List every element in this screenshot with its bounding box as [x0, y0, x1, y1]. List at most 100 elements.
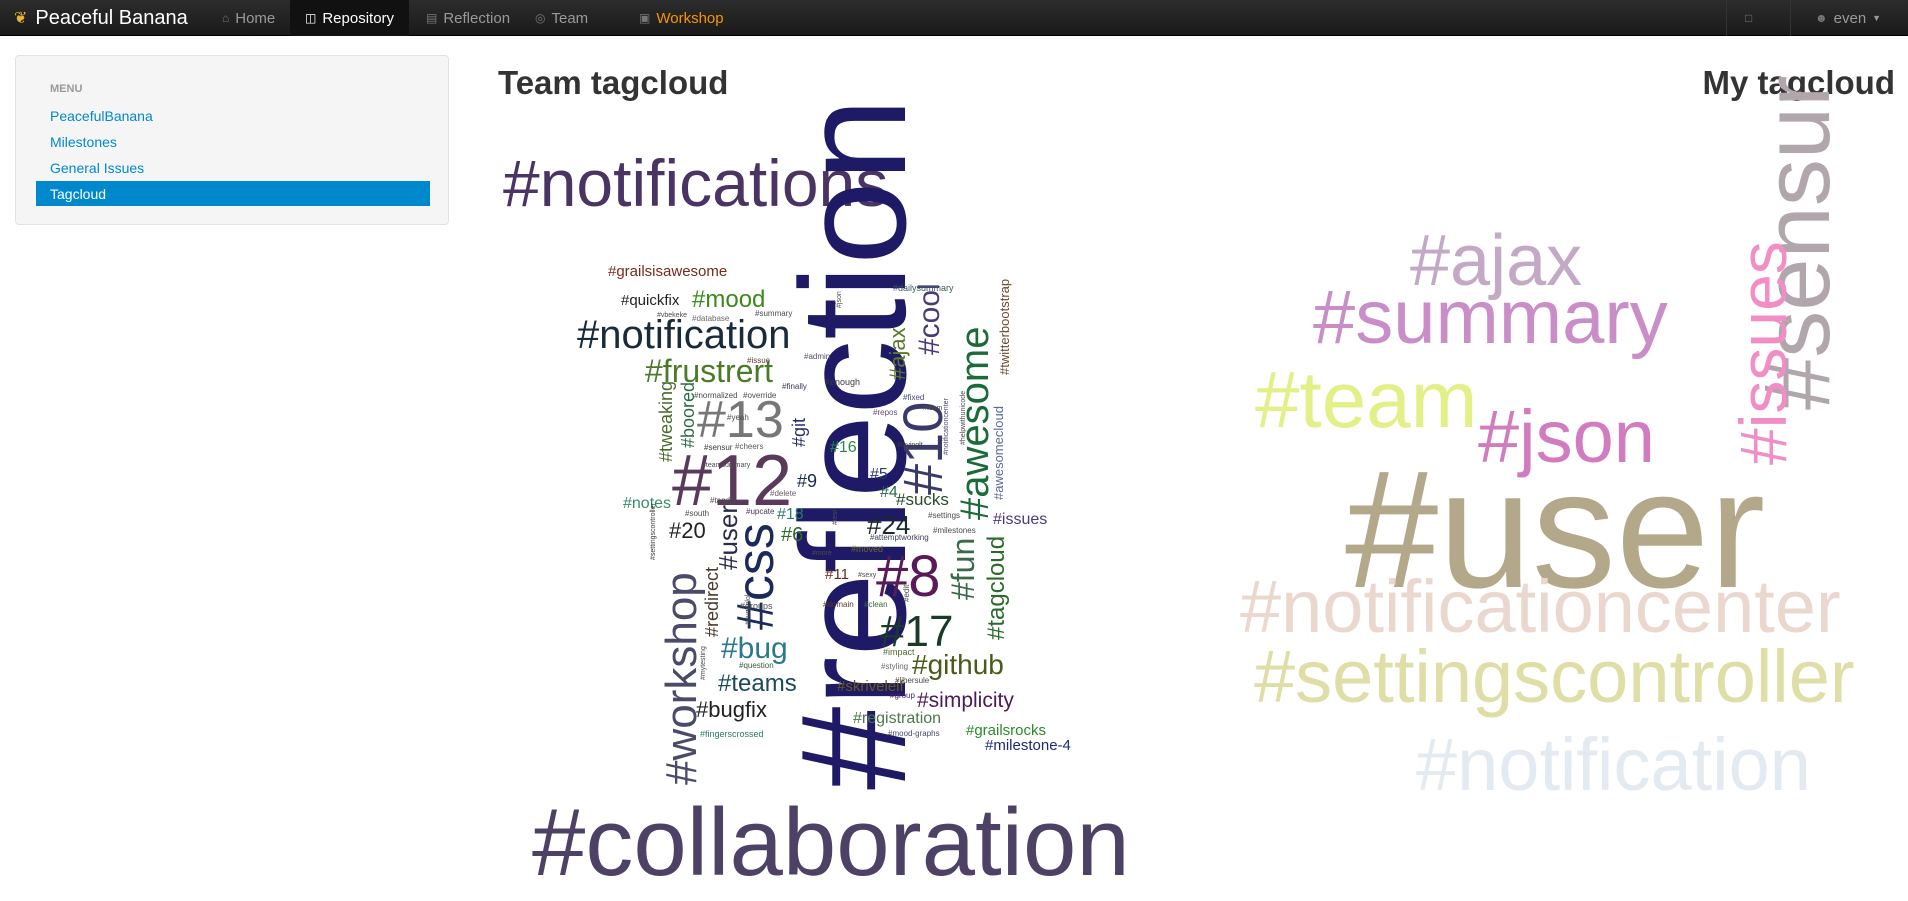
- team-tag-16[interactable]: #16: [830, 439, 857, 456]
- team-tag-redirect[interactable]: #redirect: [702, 566, 722, 637]
- team-tag-lovinglt[interactable]: #lovinglt: [897, 442, 923, 449]
- team-tag-milestone-4[interactable]: #milestone-4: [985, 737, 1071, 754]
- team-tag-mytesting[interactable]: #mytesting: [700, 646, 707, 680]
- nav-workshop[interactable]: ▣ Workshop: [624, 0, 739, 36]
- team-tag-css[interactable]: #css: [727, 523, 785, 630]
- team-tag-6[interactable]: #6: [781, 524, 804, 546]
- team-tag-git[interactable]: #git: [789, 417, 809, 447]
- my-tag-notificationcenter[interactable]: #notificationcenter: [1240, 565, 1841, 648]
- my-tag-ajax[interactable]: #ajax: [1410, 221, 1583, 301]
- nav-team[interactable]: ◎ Team: [520, 0, 603, 36]
- my-tag-user[interactable]: #user: [1345, 435, 1766, 623]
- team-tag-settingscontroller[interactable]: #settingscontroller: [650, 503, 657, 560]
- team-tag-styling[interactable]: #styling: [881, 662, 909, 671]
- team-tag-simplicity[interactable]: #simplicity: [917, 689, 1014, 712]
- team-tag-cheers[interactable]: #cheers: [735, 442, 764, 451]
- team-tag-quickfix[interactable]: #quickfix: [621, 292, 680, 309]
- team-tag-groups[interactable]: #groups: [740, 601, 773, 611]
- team-tag-clean[interactable]: #clean: [864, 600, 888, 609]
- team-tag-vbekeke[interactable]: #vbekeke: [657, 312, 687, 319]
- team-tag-sexy[interactable]: #sexy: [858, 572, 877, 579]
- team-tag-grailsrocks[interactable]: #grailsrocks: [966, 722, 1047, 739]
- my-tag-issues[interactable]: #issues: [1726, 241, 1800, 465]
- team-tag-issues[interactable]: #issues: [993, 511, 1048, 528]
- team-tag-repos[interactable]: #repos: [873, 408, 898, 417]
- sidebar-item-peacefulbanana[interactable]: PeacefulBanana: [50, 107, 153, 124]
- team-tag-override[interactable]: #override: [743, 391, 777, 400]
- notifications-button[interactable]: □: [1730, 0, 1773, 36]
- team-tag-json[interactable]: #json: [836, 291, 843, 308]
- my-tag-json[interactable]: #json: [1478, 395, 1655, 478]
- my-tag-notification[interactable]: #notification: [1416, 723, 1811, 806]
- team-tag-libersule[interactable]: #libersule: [895, 676, 930, 685]
- team-tag-13[interactable]: #13: [697, 391, 784, 449]
- team-tag-tagdb[interactable]: #tagdb: [710, 496, 735, 505]
- team-tag-question[interactable]: #question: [739, 661, 774, 670]
- team-tag-18[interactable]: #18: [777, 506, 804, 523]
- nav-reflection[interactable]: ▤ Reflection: [411, 0, 525, 36]
- nav-repository[interactable]: ◫ Repository: [290, 0, 410, 36]
- team-tag-impact[interactable]: #impact: [883, 647, 915, 657]
- nav-home[interactable]: ⌂ Home: [207, 0, 290, 36]
- team-tag-notificationcenter[interactable]: #notificationcenter: [943, 398, 950, 455]
- team-tag-finally[interactable]: #finally: [782, 382, 807, 391]
- team-tag-tweaking[interactable]: #tweaking: [656, 380, 676, 462]
- team-tag-bug[interactable]: #bug: [721, 632, 788, 665]
- team-tag-enough[interactable]: #enough: [825, 377, 861, 387]
- team-tag-24[interactable]: #24: [867, 510, 911, 540]
- team-tag-20[interactable]: #20: [669, 518, 706, 543]
- team-tag-4[interactable]: #4: [880, 484, 898, 501]
- team-tag-normalized[interactable]: #normalized: [694, 391, 738, 400]
- team-tag-notes[interactable]: #notes: [623, 495, 672, 512]
- team-tag-8[interactable]: #8: [876, 544, 941, 609]
- team-tag-moved[interactable]: #moved: [851, 544, 884, 554]
- sidebar-item-general-issues[interactable]: General Issues: [50, 159, 145, 176]
- team-tag-sucks[interactable]: #sucks: [896, 490, 949, 509]
- team-tag-dunnolol[interactable]: #dunnolol: [745, 594, 752, 625]
- sidebar-item-milestones[interactable]: Milestones: [50, 133, 117, 150]
- brand[interactable]: ❦ Peaceful Banana: [14, 5, 188, 31]
- team-tag-registration[interactable]: #registration: [853, 710, 942, 727]
- team-tag-teamsummary[interactable]: #teamsummary: [702, 462, 751, 469]
- sidebar-item-tagcloud[interactable]: Tagcloud: [36, 181, 430, 206]
- team-tag-fun[interactable]: #fun: [945, 537, 981, 600]
- team-tag-teams[interactable]: #teams: [718, 670, 797, 697]
- team-tag-ajax[interactable]: #ajax: [885, 327, 910, 380]
- team-tag-bugfix[interactable]: #bugfix: [696, 697, 767, 722]
- team-tag-admin[interactable]: #admin: [804, 352, 831, 361]
- team-tag-edit[interactable]: #edit: [902, 584, 911, 602]
- team-tag-delete[interactable]: #delete: [770, 489, 797, 498]
- my-tag-team[interactable]: #team: [1255, 355, 1478, 444]
- team-tag-group[interactable]: #group: [890, 691, 915, 700]
- my-tag-settingscontroller[interactable]: #settingscontroller: [1254, 635, 1855, 718]
- team-tag-awesomecloud[interactable]: #awesomecloud: [991, 406, 1006, 500]
- team-tag-dailysummary[interactable]: #dailysummary: [893, 283, 954, 293]
- team-tag-notification[interactable]: #notification: [577, 313, 791, 357]
- team-tag-fixed[interactable]: #fixed: [903, 393, 925, 402]
- team-tag-12[interactable]: #12: [672, 441, 793, 521]
- team-tag-mood[interactable]: #mood: [692, 286, 766, 313]
- team-tag-database[interactable]: #database: [692, 314, 730, 323]
- user-menu[interactable]: ☻ even ▼: [1800, 0, 1896, 36]
- team-tag-attemptworking[interactable]: #attemptworking: [870, 533, 929, 542]
- team-tag-settings[interactable]: #settings: [928, 511, 961, 520]
- team-tag-upcate[interactable]: #upcate: [746, 507, 775, 516]
- team-tag-domain[interactable]: #domain: [823, 600, 854, 609]
- team-tag-issue[interactable]: #issue: [747, 356, 771, 365]
- team-tag-17[interactable]: #17: [880, 607, 954, 656]
- team-tag-south[interactable]: #south: [685, 509, 710, 518]
- team-tag-mood-graphs[interactable]: #mood-graphs: [888, 729, 940, 738]
- team-tag-5[interactable]: #5: [870, 466, 888, 483]
- team-tag-grailsisawesome[interactable]: #grailsisawesome: [608, 263, 728, 280]
- team-tag-frustrert[interactable]: #frustrert: [645, 353, 774, 389]
- team-tag-summary[interactable]: #summary: [755, 309, 793, 318]
- team-tag-tagcloud[interactable]: #tagcloud: [983, 535, 1010, 640]
- my-tag-summary[interactable]: #summary: [1313, 275, 1668, 360]
- team-tag-workshop[interactable]: #workshop: [657, 572, 706, 785]
- team-tag-skriveleif[interactable]: #skriveleif: [837, 678, 904, 695]
- team-tag-yeah[interactable]: #yeah: [727, 413, 749, 422]
- team-tag-team[interactable]: #team: [923, 405, 943, 412]
- team-tag-11[interactable]: #11: [825, 566, 849, 583]
- team-tag-9[interactable]: #9: [797, 471, 818, 491]
- team-tag-helpwithunicode[interactable]: #helpwithunicode: [960, 390, 967, 445]
